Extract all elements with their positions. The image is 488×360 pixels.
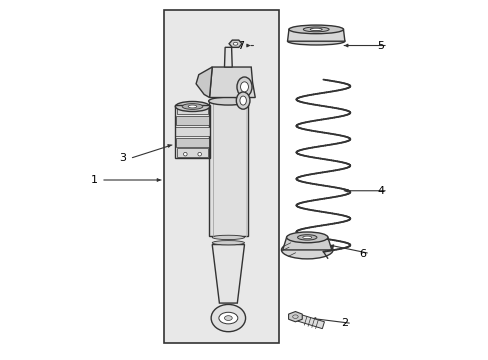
Ellipse shape xyxy=(188,105,196,108)
Polygon shape xyxy=(208,101,247,235)
Polygon shape xyxy=(212,244,244,303)
Polygon shape xyxy=(175,138,209,147)
Ellipse shape xyxy=(309,28,322,31)
Polygon shape xyxy=(177,148,207,157)
Polygon shape xyxy=(295,314,324,329)
Polygon shape xyxy=(288,311,302,322)
Ellipse shape xyxy=(240,82,248,92)
Polygon shape xyxy=(163,10,278,343)
Ellipse shape xyxy=(233,42,237,45)
Ellipse shape xyxy=(198,152,201,156)
Polygon shape xyxy=(287,30,344,41)
Polygon shape xyxy=(175,116,209,125)
Ellipse shape xyxy=(175,102,209,112)
Text: 3: 3 xyxy=(119,153,126,163)
Polygon shape xyxy=(209,67,255,98)
Ellipse shape xyxy=(212,235,244,239)
Ellipse shape xyxy=(219,312,237,324)
Ellipse shape xyxy=(302,236,311,239)
Polygon shape xyxy=(196,67,212,98)
Text: 6: 6 xyxy=(359,248,366,258)
Polygon shape xyxy=(228,40,242,48)
Text: 1: 1 xyxy=(90,175,97,185)
Ellipse shape xyxy=(211,305,245,332)
Ellipse shape xyxy=(303,27,328,32)
Ellipse shape xyxy=(212,240,244,245)
Ellipse shape xyxy=(236,92,249,109)
Text: 2: 2 xyxy=(341,319,348,328)
Ellipse shape xyxy=(208,97,247,105)
Ellipse shape xyxy=(182,104,203,109)
Ellipse shape xyxy=(224,316,232,320)
Ellipse shape xyxy=(288,25,343,34)
Text: 4: 4 xyxy=(376,186,384,196)
Ellipse shape xyxy=(286,232,327,243)
Ellipse shape xyxy=(297,235,316,240)
Ellipse shape xyxy=(237,77,251,97)
Ellipse shape xyxy=(183,152,187,156)
Polygon shape xyxy=(224,47,232,67)
Polygon shape xyxy=(175,127,209,136)
Ellipse shape xyxy=(240,96,246,105)
Polygon shape xyxy=(177,105,207,114)
Ellipse shape xyxy=(287,37,344,45)
Text: 7: 7 xyxy=(237,41,244,50)
Polygon shape xyxy=(282,237,331,250)
Text: 5: 5 xyxy=(377,41,384,50)
Ellipse shape xyxy=(281,241,332,259)
